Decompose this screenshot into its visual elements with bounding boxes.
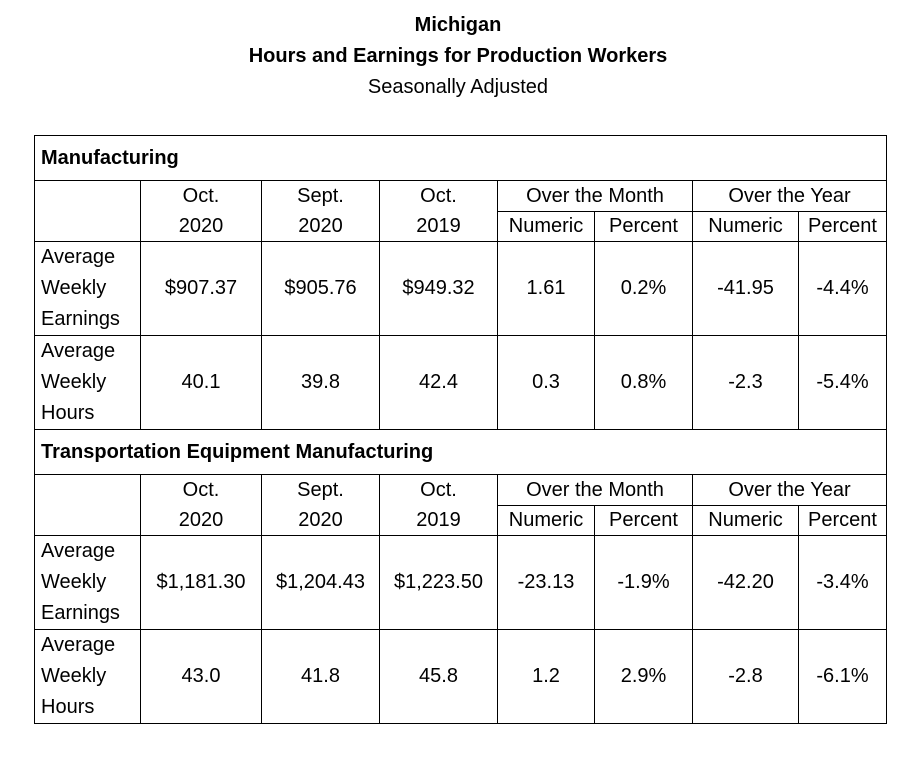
column-header-month: Oct. (379, 474, 498, 506)
table-cell: 43.0 (140, 629, 262, 724)
title-subtitle: Seasonally Adjusted (367, 76, 549, 98)
row-label-line: Weekly (41, 277, 107, 299)
table-cell: $905.76 (261, 241, 380, 336)
table-cell: $1,223.50 (379, 535, 498, 630)
column-header-percent: Percent (594, 211, 693, 242)
table-cell: $907.37 (140, 241, 262, 336)
table-cell: 1.2 (497, 629, 595, 724)
column-header-percent: Percent (797, 211, 888, 242)
table-cell: -42.20 (692, 535, 799, 630)
row-label: Average Weekly Hours (34, 629, 141, 724)
table-cell: -41.95 (692, 241, 799, 336)
column-header-percent: Percent (797, 505, 888, 536)
report-title-block: Michigan Hours and Earnings for Producti… (0, 10, 916, 102)
table-row: Average Weekly Hours 40.1 39.8 42.4 0.3 0.8% -2.… (34, 335, 888, 430)
table-cell: 0.3 (497, 335, 595, 430)
header-row-bottom: 2020 2020 2019 Numeric Percent Numeric Percent (35, 505, 888, 536)
column-header-year: 2020 (261, 505, 380, 536)
header-blank-cell (34, 474, 141, 536)
row-label-line: Weekly (41, 571, 107, 593)
column-header-year: 2020 (261, 211, 380, 242)
row-label: Average Weekly Earnings (34, 535, 141, 630)
row-label-line: Average (41, 340, 116, 362)
row-label-line: Hours (41, 402, 95, 424)
column-header-year: 2019 (379, 505, 498, 536)
table-cell: $1,204.43 (261, 535, 380, 630)
row-label-line: Weekly (41, 665, 107, 687)
header-row-top: Oct. Sept. Oct. Over the Month Over the Year (34, 474, 888, 536)
column-header-numeric: Numeric (497, 505, 595, 536)
table-cell: -3.4% (797, 535, 888, 630)
section-title-row: Manufacturing (33, 135, 888, 181)
title-main: Hours and Earnings for Production Worker… (248, 45, 668, 67)
table-cell: -1.9% (594, 535, 693, 630)
table-cell: -2.8 (692, 629, 799, 724)
column-group-over-year: Over the Year (691, 180, 888, 212)
row-label-line: Weekly (41, 371, 107, 393)
table-cell: -23.13 (497, 535, 595, 630)
row-label-line: Average (41, 246, 116, 268)
column-header-month: Oct. (140, 180, 262, 212)
table-cell: -2.3 (692, 335, 799, 430)
column-header-numeric: Numeric (692, 505, 799, 536)
row-label-line: Average (41, 540, 116, 562)
table-cell: 39.8 (261, 335, 380, 430)
table-cell: 40.1 (140, 335, 262, 430)
column-header-year: 2020 (140, 211, 262, 242)
table-cell: $949.32 (379, 241, 498, 336)
column-header-month: Oct. (379, 180, 498, 212)
section-title: Manufacturing (33, 135, 888, 181)
row-label: Average Weekly Earnings (34, 241, 141, 336)
title-state: Michigan (414, 14, 502, 36)
table-cell: $1,181.30 (140, 535, 262, 630)
table-cell: -6.1% (797, 629, 888, 724)
row-label-line: Hours (41, 696, 95, 718)
column-group-over-year: Over the Year (691, 474, 888, 506)
row-label-line: Earnings (41, 602, 120, 624)
section-title-row: Transportation Equipment Manufacturing (33, 429, 888, 475)
table-row: Average Weekly Hours 43.0 41.8 45.8 1.2 2.9% -2.… (34, 629, 888, 724)
column-header-month: Oct. (140, 474, 262, 506)
column-header-numeric: Numeric (497, 211, 595, 242)
column-header-year: 2019 (379, 211, 498, 242)
table-cell: 0.2% (594, 241, 693, 336)
column-group-over-month: Over the Month (497, 474, 693, 506)
table-cell: -5.4% (797, 335, 888, 430)
table-cell: 41.8 (261, 629, 380, 724)
row-label: Average Weekly Hours (34, 335, 141, 430)
row-label-line: Earnings (41, 308, 120, 330)
earnings-table: Manufacturing Oct. Sept. Oct. Over the Month… (33, 135, 888, 724)
table-cell: 2.9% (594, 629, 693, 724)
header-row-top: Oct. Sept. Oct. Over the Month Over the Year (34, 180, 888, 242)
table-cell: 1.61 (497, 241, 595, 336)
section-title: Transportation Equipment Manufacturing (33, 429, 888, 475)
column-header-percent: Percent (594, 505, 693, 536)
column-header-year: 2020 (140, 505, 262, 536)
column-header-month: Sept. (261, 180, 380, 212)
table-cell: 42.4 (379, 335, 498, 430)
table-cell: 45.8 (379, 629, 498, 724)
table-row: Average Weekly Earnings $1,181.30 $1,204.43 $… (34, 535, 888, 630)
row-label-line: Average (41, 634, 116, 656)
table-cell: 0.8% (594, 335, 693, 430)
column-group-over-month: Over the Month (497, 180, 693, 212)
header-blank-cell (34, 180, 141, 242)
column-header-numeric: Numeric (692, 211, 799, 242)
column-header-month: Sept. (261, 474, 380, 506)
table-cell: -4.4% (797, 241, 888, 336)
table-row: Average Weekly Earnings $907.37 $905.76 $949.… (34, 241, 888, 336)
header-row-bottom: 2020 2020 2019 Numeric Percent Numeric Percent (35, 211, 888, 242)
